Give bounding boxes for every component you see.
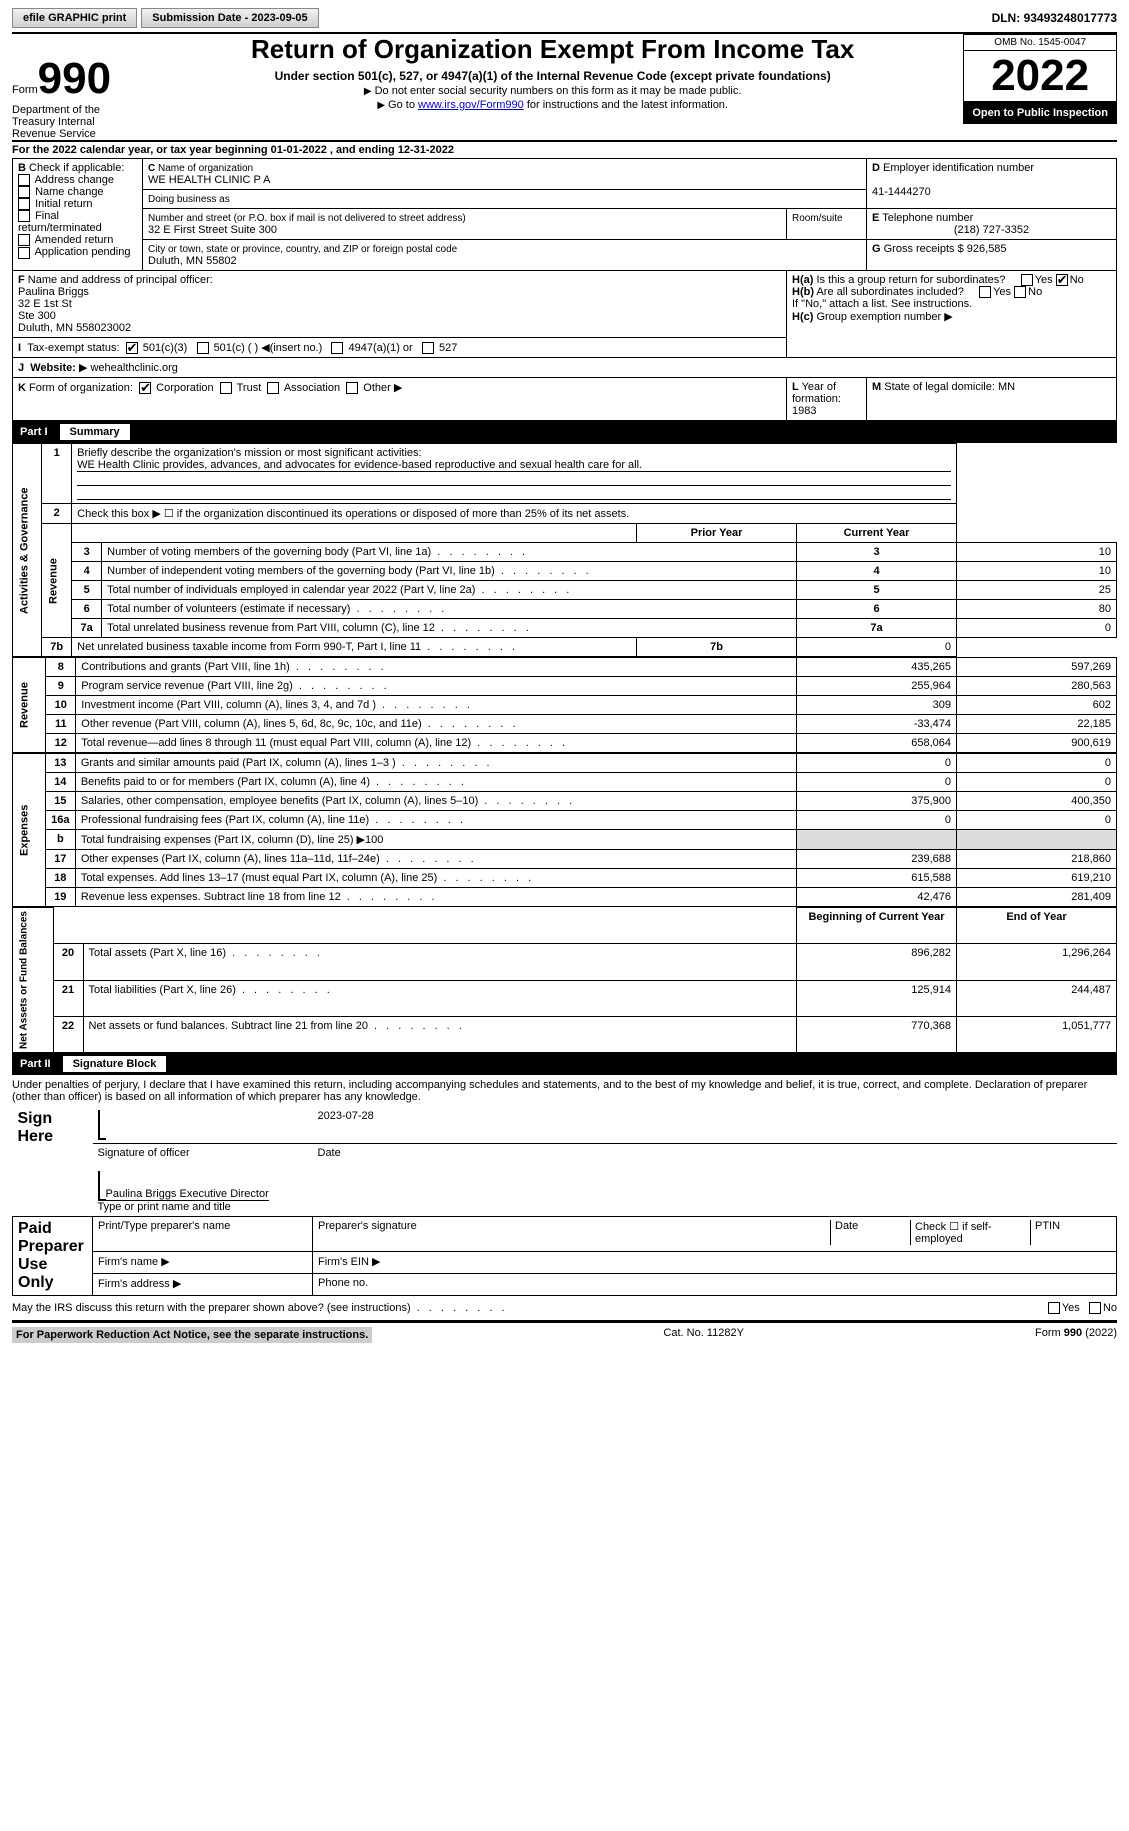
side-revenue: Revenue bbox=[42, 524, 72, 638]
form-ref: Form 990 (2022) bbox=[1035, 1327, 1117, 1343]
officer-name: Paulina Briggs bbox=[18, 286, 89, 298]
website: wehealthclinic.org bbox=[90, 362, 177, 374]
year-formation: 1983 bbox=[792, 405, 816, 417]
entity-info-table: B Check if applicable: Address change Na… bbox=[12, 158, 1117, 421]
street-address: 32 E First Street Suite 300 bbox=[148, 224, 277, 236]
submission-date: Submission Date - 2023-09-05 bbox=[141, 8, 318, 28]
netassets-table: Net Assets or Fund BalancesBeginning of … bbox=[12, 907, 1117, 1053]
section-a-line: For the 2022 calendar year, or tax year … bbox=[12, 142, 1117, 158]
side-governance: Activities & Governance bbox=[13, 444, 42, 657]
officer-address: 32 E 1st St Ste 300 Duluth, MN 558023002 bbox=[18, 298, 131, 334]
ssn-note: Do not enter social security numbers on … bbox=[150, 85, 955, 97]
expense-table: Expenses13Grants and similar amounts pai… bbox=[12, 753, 1117, 907]
top-toolbar: efile GRAPHIC print Submission Date - 20… bbox=[12, 8, 1117, 28]
discuss-row: May the IRS discuss this return with the… bbox=[12, 1296, 1117, 1322]
phone: (218) 727-3352 bbox=[872, 224, 1111, 236]
state-domicile: MN bbox=[998, 381, 1015, 393]
mission-text: WE Health Clinic provides, advances, and… bbox=[77, 459, 951, 472]
signature-table: Sign Here 2023-07-28 Signature of office… bbox=[12, 1107, 1117, 1296]
officer-typed-name: Paulina Briggs Executive Director bbox=[106, 1188, 269, 1201]
dln-label: DLN: 93493248017773 bbox=[992, 11, 1117, 25]
form-number: Form990 bbox=[12, 34, 142, 104]
omb-number: OMB No. 1545-0047 bbox=[963, 34, 1117, 51]
open-inspection: Open to Public Inspection bbox=[963, 102, 1117, 124]
main-title: Return of Organization Exempt From Incom… bbox=[150, 34, 955, 65]
dept-label: Department of the Treasury Internal Reve… bbox=[12, 104, 132, 140]
link-note: Go to www.irs.gov/Form990 for instructio… bbox=[150, 99, 955, 111]
city-state-zip: Duluth, MN 55802 bbox=[148, 255, 237, 267]
part1-header: Part I Summary bbox=[12, 421, 1117, 443]
page-footer: For Paperwork Reduction Act Notice, see … bbox=[12, 1322, 1117, 1347]
form-header: Form990 Department of the Treasury Inter… bbox=[12, 34, 1117, 140]
part2-header: Part II Signature Block bbox=[12, 1053, 1117, 1075]
sig-date-val: 2023-07-28 bbox=[313, 1107, 1117, 1144]
org-name: WE HEALTH CLINIC P A bbox=[148, 174, 270, 186]
irs-link[interactable]: www.irs.gov/Form990 bbox=[418, 99, 524, 111]
tax-year: 2022 bbox=[963, 51, 1117, 102]
part1-table: Activities & Governance 1 Briefly descri… bbox=[12, 443, 1117, 657]
ein: 41-1444270 bbox=[872, 186, 931, 198]
subtitle: Under section 501(c), 527, or 4947(a)(1)… bbox=[150, 69, 955, 83]
revenue-table: Revenue8Contributions and grants (Part V… bbox=[12, 657, 1117, 753]
perjury-declaration: Under penalties of perjury, I declare th… bbox=[12, 1075, 1117, 1107]
gross-receipts: 926,585 bbox=[967, 243, 1007, 255]
efile-button[interactable]: efile GRAPHIC print bbox=[12, 8, 137, 28]
